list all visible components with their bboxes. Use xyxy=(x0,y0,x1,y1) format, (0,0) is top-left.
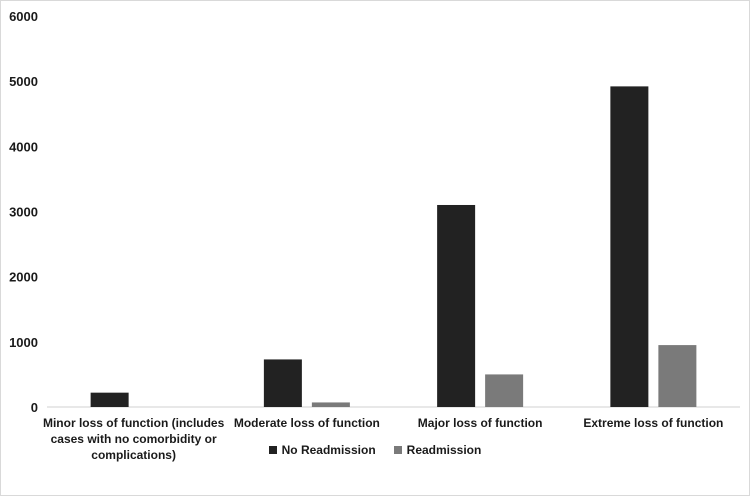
legend-label-no-readmission: No Readmission xyxy=(281,443,376,457)
bar xyxy=(485,374,524,407)
x-tick-label-line: Extreme loss of function xyxy=(583,416,723,430)
x-tick-label-line: cases with no comorbidity or xyxy=(51,432,217,446)
bar xyxy=(311,402,350,407)
x-tick-label-line: Minor loss of function (includes xyxy=(43,416,225,430)
y-tick-label: 1000 xyxy=(9,335,38,350)
legend-item-readmission: Readmission xyxy=(393,443,482,457)
y-tick-label: 5000 xyxy=(9,74,38,89)
y-tick-label: 0 xyxy=(31,400,38,415)
y-tick-label: 3000 xyxy=(9,205,38,220)
y-tick-label: 4000 xyxy=(9,139,38,154)
legend-item-no-readmission: No Readmission xyxy=(268,443,376,457)
bar xyxy=(90,392,129,407)
x-tick-label-line: complications) xyxy=(91,448,176,462)
y-tick-label: 2000 xyxy=(9,270,38,285)
legend-swatch-readmission xyxy=(393,446,402,454)
x-tick-label-line: Major loss of function xyxy=(418,416,543,430)
x-tick-label: Extreme loss of function xyxy=(583,416,723,430)
legend: No Readmission Readmission xyxy=(0,443,750,457)
bar xyxy=(263,359,302,407)
x-tick-label-line: Moderate loss of function xyxy=(234,416,380,430)
x-tick-label: Major loss of function xyxy=(418,416,543,430)
legend-label-readmission: Readmission xyxy=(406,443,482,457)
x-tick-label: Minor loss of function (includes cases wi… xyxy=(43,416,225,462)
bar xyxy=(658,345,697,407)
bar xyxy=(610,86,649,407)
legend-swatch-no-readmission xyxy=(268,446,277,454)
y-tick-label: 6000 xyxy=(9,9,38,24)
x-tick-label: Moderate loss of function xyxy=(234,416,380,430)
bar xyxy=(437,204,476,407)
